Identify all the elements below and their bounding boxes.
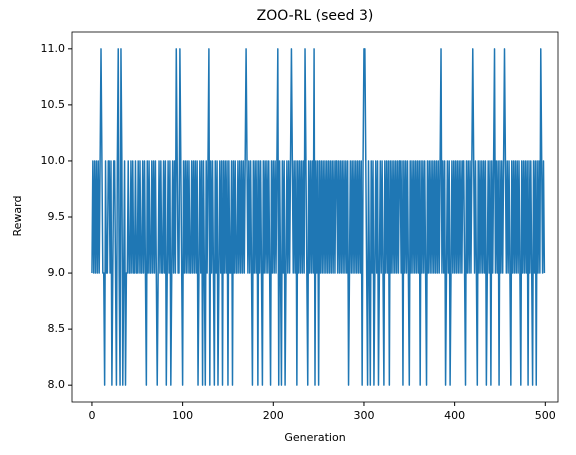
line (91, 48, 546, 386)
x-tick-label: 200 (263, 409, 284, 422)
x-tick-label: 400 (444, 409, 465, 422)
y-tick-label: 8.5 (48, 322, 66, 335)
y-axis-label: Reward (11, 196, 24, 237)
y-tick-label: 11.0 (41, 42, 66, 55)
y-tick-label: 9.5 (48, 210, 66, 223)
x-tick-label: 100 (172, 409, 193, 422)
x-tick-label: 500 (535, 409, 556, 422)
y-tick-label: 8.0 (48, 378, 66, 391)
y-tick-label: 9.0 (48, 266, 66, 279)
y-tick-label: 10.0 (41, 154, 66, 167)
y-tick-label: 10.5 (41, 98, 66, 111)
chart-title: ZOO-RL (seed 3) (257, 8, 374, 24)
x-tick-label: 0 (88, 409, 95, 422)
x-tick-label: 300 (353, 409, 374, 422)
x-axis-label: Generation (284, 431, 345, 444)
plot-frame (71, 31, 559, 403)
